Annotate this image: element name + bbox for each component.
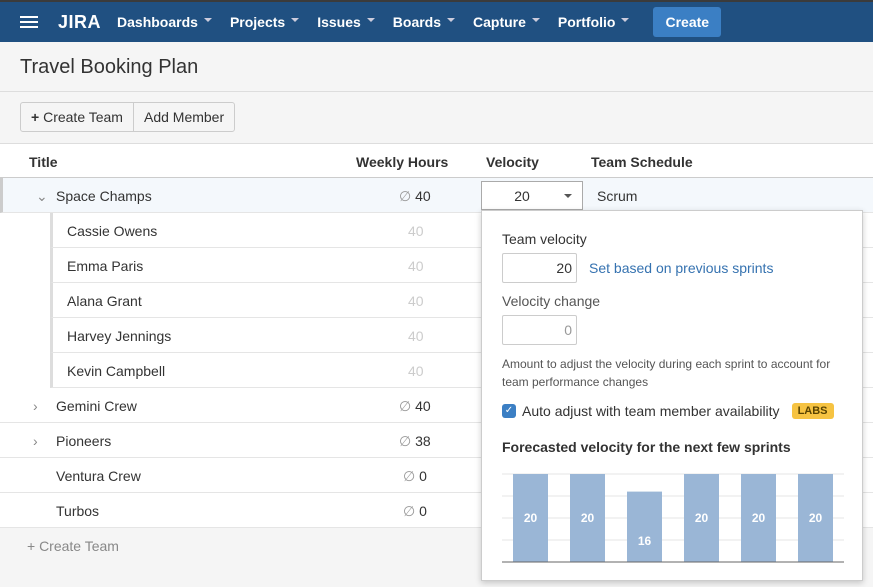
bar [627, 491, 662, 562]
row-title: Kevin Campbell [67, 363, 166, 379]
row-hours: 40 [408, 258, 424, 274]
row-title: Emma Paris [67, 258, 144, 274]
chevron-right-icon[interactable]: › [33, 398, 38, 414]
row-hours: 40 [408, 363, 424, 379]
chevron-right-icon[interactable]: › [33, 433, 38, 449]
row-title: Cassie Owens [67, 223, 158, 239]
nav-projects[interactable]: Projects [230, 14, 299, 30]
row-hours: 38 [415, 433, 431, 449]
page-title: Travel Booking Plan [0, 42, 873, 92]
auto-adjust-checkbox[interactable]: ✓ [502, 404, 516, 418]
bar-label: 20 [581, 511, 595, 525]
row-title: Pioneers [56, 433, 112, 449]
nav-issues[interactable]: Issues [317, 14, 375, 30]
row-title: Ventura Crew [56, 468, 141, 484]
bar [513, 474, 548, 562]
row-hours: 40 [415, 398, 431, 414]
jira-logo[interactable]: JIRA [58, 11, 102, 32]
velocity-change-input[interactable]: 0 [502, 315, 577, 345]
row-hours: 40 [408, 223, 424, 239]
col-title[interactable]: Title [29, 154, 58, 170]
create-team-button[interactable]: + Create Team [31, 109, 123, 125]
row-title: Space Champs [56, 188, 152, 204]
set-previous-sprints-link[interactable]: Set based on previous sprints [589, 260, 774, 276]
row-title: Turbos [56, 503, 100, 519]
top-nav: JIRA Dashboards Projects Issues Boards C… [0, 0, 873, 42]
plus-icon: + [31, 109, 44, 125]
row-hours: 40 [408, 293, 424, 309]
row-title: Harvey Jennings [67, 328, 172, 344]
average-icon: ∅ [399, 433, 416, 449]
bar-label: 16 [638, 534, 652, 548]
bar [684, 474, 719, 562]
velocity-chart: 20 20 16 20 20 20 [502, 473, 844, 563]
chevron-down-icon[interactable]: ⌄ [36, 188, 48, 204]
row-hours: 40 [415, 188, 431, 204]
labs-badge: LABS [791, 403, 834, 419]
bar [570, 474, 605, 562]
bar-label: 20 [809, 511, 823, 525]
row-title: Gemini Crew [56, 398, 137, 414]
col-velocity[interactable]: Velocity [486, 154, 539, 170]
row-hours: 40 [408, 328, 424, 344]
row-hours: 0 [419, 468, 427, 484]
bar-label: 20 [752, 511, 766, 525]
team-row[interactable]: ⌄ Space Champs ∅ 40 [0, 178, 873, 213]
nav-boards[interactable]: Boards [393, 14, 455, 30]
row-title: Alana Grant [67, 293, 142, 309]
schedule-value: Scrum [597, 188, 638, 204]
average-icon: ∅ [399, 398, 416, 414]
nav-dashboards[interactable]: Dashboards [117, 14, 212, 30]
team-velocity-label: Team velocity [502, 231, 587, 247]
create-button[interactable]: Create [653, 7, 722, 37]
velocity-popup: Team velocity 20 Set based on previous s… [481, 210, 863, 581]
help-text: Amount to adjust the velocity during eac… [502, 357, 831, 389]
bar [741, 474, 776, 562]
nav-portfolio[interactable]: Portfolio [558, 14, 630, 30]
add-member-button[interactable]: Add Member [132, 103, 234, 131]
menu-icon[interactable] [20, 16, 38, 28]
col-weekly-hours[interactable]: Weekly Hours [356, 154, 449, 170]
velocity-select[interactable]: 20 [481, 181, 583, 210]
bar-label: 20 [695, 511, 709, 525]
average-icon: ∅ [399, 188, 416, 204]
bar-label: 20 [524, 511, 538, 525]
average-icon: ∅ [403, 503, 420, 519]
average-icon: ∅ [403, 468, 420, 484]
velocity-change-label: Velocity change [502, 293, 601, 309]
auto-adjust-label[interactable]: Auto adjust with team member availabilit… [522, 403, 780, 419]
bar [798, 474, 833, 562]
nav-capture[interactable]: Capture [473, 14, 540, 30]
row-hours: 0 [419, 503, 427, 519]
add-team-link[interactable]: + Create Team [27, 538, 119, 554]
chevron-down-icon [564, 194, 572, 202]
chart-title: Forecasted velocity for the next few spr… [502, 439, 791, 455]
col-team-schedule[interactable]: Team Schedule [591, 154, 693, 170]
team-velocity-input[interactable]: 20 [502, 253, 577, 283]
